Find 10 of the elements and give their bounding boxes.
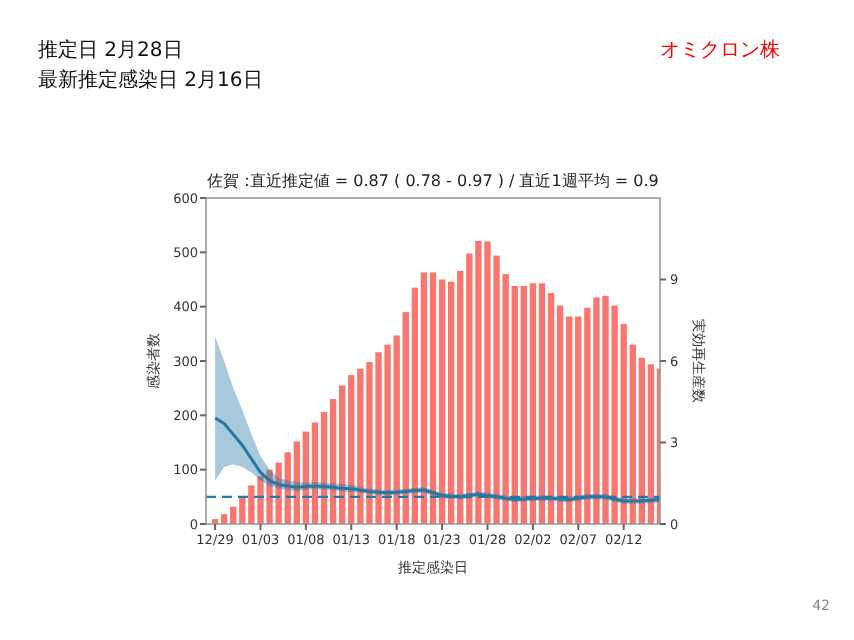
text: 推定日 2月28日 [38, 38, 183, 62]
bar [647, 364, 655, 524]
bar [420, 272, 428, 524]
chart-title: 佐賀 :直近推定値 = 0.87 ( 0.78 - 0.97 ) / 直近1週平均 = 0.9 [207, 172, 659, 190]
bar [529, 283, 537, 524]
text: オミクロン株 [660, 38, 780, 62]
bar [429, 272, 437, 524]
bar [438, 279, 446, 524]
text: 最新推定感染日 2月16日 [38, 68, 263, 92]
bar [538, 283, 546, 524]
